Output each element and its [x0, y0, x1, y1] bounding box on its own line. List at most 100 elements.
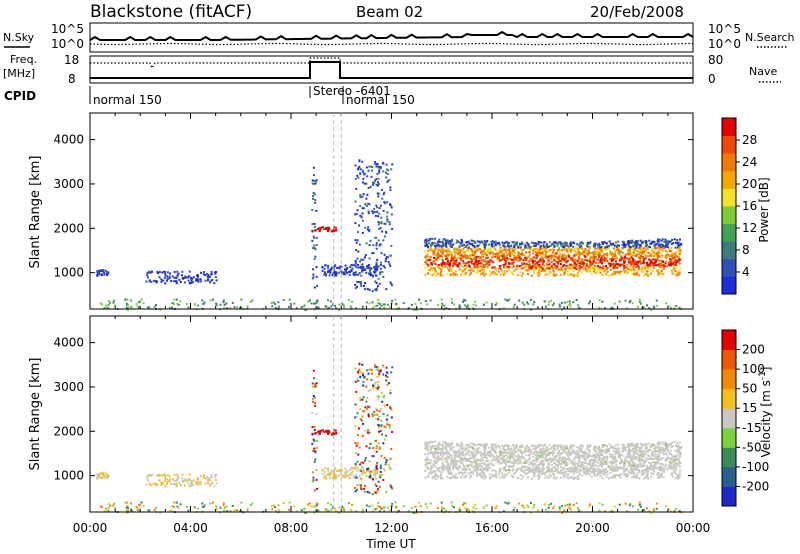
velocity-cell: [663, 444, 665, 446]
power-cell: [487, 249, 489, 251]
power-cell: [581, 260, 583, 262]
velocity-cell: [539, 444, 541, 446]
power-cell: [621, 271, 623, 273]
power-cell: [656, 252, 658, 254]
power-cell: [504, 249, 506, 251]
power-cell: [378, 170, 380, 172]
velocity-cell: [448, 456, 450, 458]
power-cell: [675, 242, 677, 244]
power-cell: [625, 300, 627, 302]
power-cell: [362, 220, 364, 222]
power-cell: [179, 300, 181, 302]
power-cell: [369, 289, 371, 291]
power-cell: [386, 201, 388, 203]
velocity-cell: [650, 446, 652, 448]
power-cell: [363, 285, 365, 287]
velocity-cell: [523, 457, 525, 459]
velocity-cell: [588, 452, 590, 454]
power-cell: [532, 261, 534, 263]
velocity-cell: [498, 456, 500, 458]
power-cell: [432, 248, 434, 250]
power-cell: [476, 256, 478, 258]
velocity-cell: [458, 452, 460, 454]
power-cell: [356, 258, 358, 260]
power-cell: [615, 255, 617, 257]
power-cell: [355, 249, 357, 251]
velocity-cell: [489, 467, 491, 469]
velocity-cell: [533, 460, 535, 462]
power-cell: [607, 271, 609, 273]
power-cell: [553, 303, 555, 305]
power-cell: [633, 265, 635, 267]
velocity-cell: [619, 453, 621, 455]
velocity-cell: [628, 455, 630, 457]
power-cell: [622, 252, 624, 254]
power-cell: [346, 267, 348, 269]
power-cell: [314, 256, 316, 258]
power-cell: [533, 257, 535, 259]
power-cell: [616, 271, 618, 273]
power-cell: [315, 182, 317, 184]
power-cell: [481, 267, 483, 269]
power-cell: [443, 305, 445, 307]
velocity-cell: [547, 462, 549, 464]
power-cell: [289, 299, 291, 301]
velocity-cell: [500, 451, 502, 453]
power-cell: [443, 265, 445, 267]
power-cell: [370, 240, 372, 242]
power-cell: [443, 238, 445, 240]
power-cell: [473, 263, 475, 265]
power-cell: [458, 241, 460, 243]
velocity-cell: [581, 450, 583, 452]
power-cell: [381, 221, 383, 223]
power-cell: [598, 245, 600, 247]
power-cell: [105, 305, 107, 307]
power-cell: [467, 305, 469, 307]
velocity-cell: [447, 458, 449, 460]
power-cell: [452, 243, 454, 245]
power-cell: [472, 258, 474, 260]
power-cell: [570, 243, 572, 245]
power-cell: [207, 279, 209, 281]
velocity-cell: [524, 447, 526, 449]
power-cell: [521, 241, 523, 243]
power-cell: [460, 273, 462, 275]
velocity-cell: [430, 459, 432, 461]
power-cell: [277, 301, 279, 303]
power-cell: [314, 223, 316, 225]
power-cell: [605, 265, 607, 267]
power-cell: [535, 245, 537, 247]
power-cell: [592, 266, 594, 268]
power-cell: [360, 168, 362, 170]
velocity-cell: [609, 453, 611, 455]
power-cell: [598, 262, 600, 264]
power-cell: [105, 270, 107, 272]
power-cell: [143, 302, 145, 304]
power-cell: [329, 272, 331, 274]
power-cell: [533, 266, 535, 268]
power-cell: [458, 269, 460, 271]
power-cell: [679, 263, 681, 265]
velocity-cell: [598, 465, 600, 467]
power-cell: [389, 263, 391, 265]
power-cell: [391, 228, 393, 230]
velocity-cell: [483, 467, 485, 469]
power-cell: [637, 261, 639, 263]
power-cell: [515, 247, 517, 249]
power-cell: [380, 205, 382, 207]
velocity-cell: [443, 466, 445, 468]
velocity-cell: [657, 453, 659, 455]
colorbar-tick-label: 4: [742, 265, 750, 279]
nsky-line: [90, 32, 693, 40]
power-cell: [539, 241, 541, 243]
velocity-cell: [443, 441, 445, 443]
velocity-cell: [493, 456, 495, 458]
velocity-cell: [479, 445, 481, 447]
power-cell: [521, 248, 523, 250]
velocity-cell: [647, 451, 649, 453]
power-cell: [597, 268, 599, 270]
power-cell: [388, 179, 390, 181]
power-cell: [355, 274, 357, 276]
power-cell: [188, 275, 190, 277]
velocity-cell: [500, 454, 502, 456]
